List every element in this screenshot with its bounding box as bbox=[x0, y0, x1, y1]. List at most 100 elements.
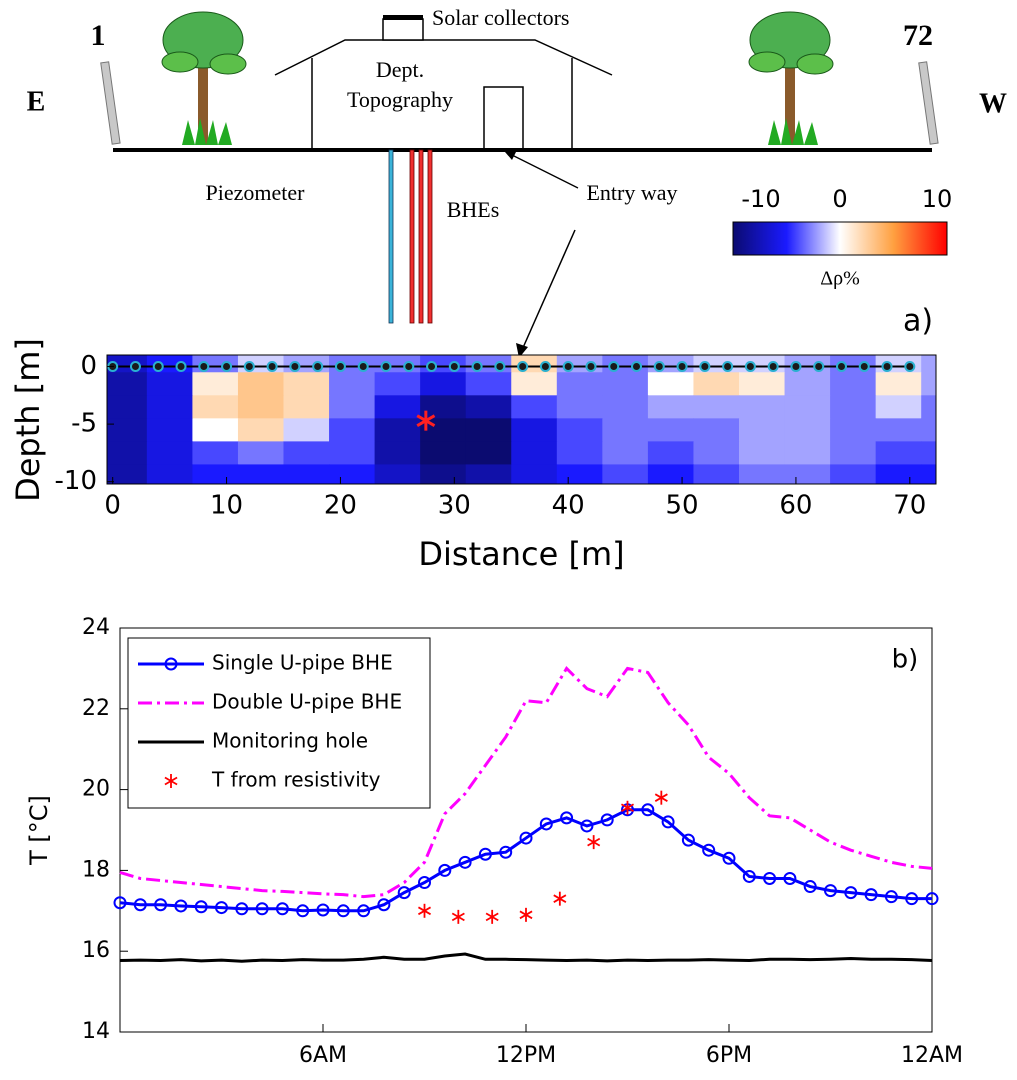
point bbox=[438, 863, 452, 877]
arrow bbox=[521, 229, 576, 351]
heatmap-cell bbox=[921, 418, 936, 442]
electrode bbox=[608, 361, 620, 373]
electrode bbox=[266, 361, 278, 373]
star-stroke bbox=[620, 803, 635, 813]
electrode bbox=[699, 361, 711, 373]
electrode bbox=[448, 361, 460, 373]
electrode-post bbox=[100, 61, 121, 145]
star-stroke bbox=[485, 912, 499, 922]
heatmap-cell bbox=[146, 418, 193, 442]
electrode bbox=[243, 361, 255, 373]
electrode bbox=[835, 361, 847, 373]
diagram: 1 72 E W Solar collectors Dept. Topograp… bbox=[27, 5, 1007, 358]
point bbox=[553, 891, 567, 906]
x-tick-label: 50 bbox=[666, 491, 699, 521]
heatmap-cell bbox=[602, 418, 649, 442]
heatmap-cell bbox=[875, 395, 922, 419]
heatmap-cell bbox=[107, 441, 148, 465]
heatmap-cell bbox=[556, 395, 603, 419]
heatmap-cell bbox=[511, 395, 558, 419]
panel-label: b) bbox=[892, 645, 919, 675]
y-axis-label: Depth [m] bbox=[9, 338, 47, 502]
heatmap-cell bbox=[830, 418, 877, 442]
direction-label: W bbox=[979, 88, 1007, 119]
point bbox=[451, 909, 465, 924]
point bbox=[418, 876, 431, 890]
electrode bbox=[357, 361, 369, 373]
heatmap-cell bbox=[511, 464, 558, 484]
point bbox=[641, 803, 655, 817]
electrode-number: 1 bbox=[91, 19, 106, 52]
heatmap-cell bbox=[511, 441, 558, 465]
solar-panel bbox=[383, 15, 423, 20]
heatmap-cell bbox=[107, 464, 148, 484]
colorbar bbox=[732, 221, 948, 256]
point bbox=[722, 851, 736, 865]
heatmap-cell bbox=[329, 418, 376, 442]
electrode bbox=[175, 361, 187, 373]
x-tick-label: 30 bbox=[438, 491, 471, 521]
star-stroke bbox=[451, 912, 465, 922]
x-tick-label: 6AM bbox=[299, 1043, 347, 1068]
point bbox=[174, 899, 188, 913]
heatmap-cell bbox=[146, 372, 193, 396]
solar-collector bbox=[382, 18, 424, 41]
point bbox=[336, 904, 350, 918]
x-tick-label: 70 bbox=[893, 491, 926, 521]
point bbox=[519, 831, 533, 845]
point bbox=[925, 892, 939, 906]
heatmap-cell bbox=[830, 464, 877, 484]
heatmap-cell bbox=[602, 441, 649, 465]
point bbox=[458, 855, 472, 869]
arrowhead bbox=[505, 152, 516, 160]
heatmap-cell bbox=[465, 395, 512, 419]
point bbox=[113, 896, 127, 910]
colorbar-tick-label: -10 bbox=[741, 185, 780, 213]
heatmap-cell bbox=[374, 395, 421, 419]
colorbar-label: Δρ% bbox=[820, 268, 860, 290]
building-label: Topography bbox=[347, 87, 453, 112]
star-stroke bbox=[519, 910, 533, 920]
legend-box bbox=[127, 637, 431, 809]
heatmap-cell bbox=[237, 464, 285, 484]
colorbar-tick-label: 0 bbox=[832, 185, 847, 213]
point bbox=[397, 886, 411, 900]
heatmap-cell bbox=[784, 418, 831, 442]
electrode bbox=[676, 361, 688, 373]
heatmap-cell bbox=[283, 464, 330, 484]
point bbox=[620, 800, 635, 815]
star-stroke bbox=[553, 894, 567, 903]
heatmap-cell bbox=[329, 372, 376, 396]
heatmap-cell bbox=[693, 441, 740, 465]
heatmap-cell bbox=[192, 395, 239, 419]
heatmap-cell bbox=[420, 372, 467, 396]
electrode bbox=[722, 361, 734, 373]
heatmap-cell bbox=[192, 372, 239, 396]
heatmap-cell bbox=[192, 441, 239, 465]
point bbox=[296, 904, 310, 918]
y-tick-label: 14 bbox=[82, 1019, 110, 1044]
electrode bbox=[403, 361, 415, 373]
heatmap-cell bbox=[738, 464, 786, 484]
electrode bbox=[380, 361, 392, 373]
point bbox=[681, 833, 695, 847]
colorbar-tick-label: 10 bbox=[922, 185, 953, 213]
x-tick-label: 10 bbox=[210, 491, 243, 521]
heatmap-cell bbox=[107, 395, 148, 419]
heatmap-cell bbox=[738, 418, 786, 442]
point bbox=[357, 904, 371, 918]
point bbox=[377, 898, 391, 912]
heatmap-cell bbox=[465, 418, 512, 442]
heatmap-cell bbox=[107, 372, 148, 396]
heatmap-cell bbox=[511, 418, 558, 442]
heatmap-cell bbox=[602, 464, 649, 484]
entry-label: Entry way bbox=[586, 180, 677, 205]
electrode bbox=[198, 361, 210, 373]
point bbox=[255, 902, 269, 916]
point bbox=[844, 886, 858, 900]
series-line bbox=[119, 952, 933, 963]
heatmap-cell bbox=[921, 395, 936, 419]
arrowhead bbox=[516, 343, 528, 358]
